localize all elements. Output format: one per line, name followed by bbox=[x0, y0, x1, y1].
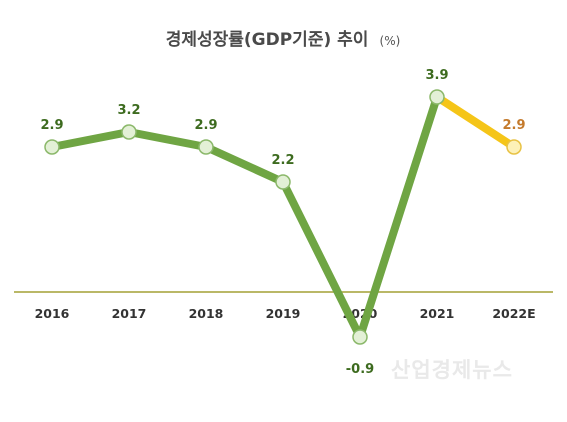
data-point-2021 bbox=[429, 89, 445, 105]
data-point-2018 bbox=[198, 139, 214, 155]
x-tick-label-2022E: 2022E bbox=[492, 306, 535, 321]
series-markers bbox=[44, 89, 522, 345]
svg-text:경제성장률(GDP기준) 추이 (%): 경제성장률(GDP기준) 추이 (%) bbox=[166, 30, 401, 50]
chart-title-text: 경제성장률(GDP기준) 추이 bbox=[166, 30, 369, 50]
chart-unit-text: (%) bbox=[380, 34, 401, 48]
chart-title: 경제성장률(GDP기준) 추이 (%) bbox=[166, 30, 401, 50]
data-label-2021: 3.9 bbox=[425, 68, 448, 83]
data-label-2020: -0.9 bbox=[346, 362, 374, 377]
data-point-2022E bbox=[506, 139, 522, 155]
data-point-2016 bbox=[44, 139, 60, 155]
x-axis-ticks: 2016 2017 2018 2019 2020 2021 2022E bbox=[35, 306, 536, 321]
series-line-estimate bbox=[433, 93, 518, 151]
x-tick-label-2021: 2021 bbox=[420, 306, 455, 321]
x-tick-label-2017: 2017 bbox=[112, 306, 147, 321]
x-tick-label-2019: 2019 bbox=[266, 306, 301, 321]
watermark-text: 산업경제뉴스 bbox=[391, 358, 513, 382]
data-label-2018: 2.9 bbox=[194, 118, 217, 133]
data-point-2020 bbox=[352, 329, 368, 345]
data-label-2022E: 2.9 bbox=[502, 118, 525, 133]
data-label-2016: 2.9 bbox=[40, 118, 63, 133]
data-point-2017 bbox=[121, 124, 137, 140]
series-line-actual bbox=[48, 93, 441, 341]
data-label-2017: 3.2 bbox=[117, 103, 140, 118]
data-label-2019: 2.2 bbox=[271, 153, 294, 168]
x-tick-label-2016: 2016 bbox=[35, 306, 70, 321]
data-point-2019 bbox=[275, 174, 291, 190]
data-labels: 2.9 3.2 2.9 2.2 -0.9 3.9 2.9 bbox=[40, 68, 525, 377]
x-tick-label-2018: 2018 bbox=[189, 306, 224, 321]
series-lines bbox=[48, 93, 518, 341]
